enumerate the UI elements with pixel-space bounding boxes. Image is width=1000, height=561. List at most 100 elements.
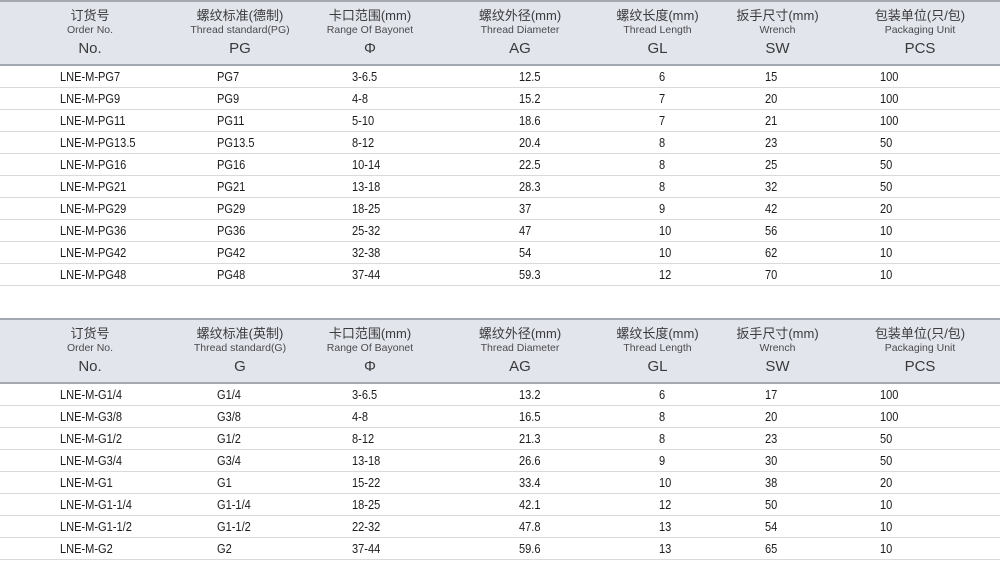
cell-value: 4-8 (352, 409, 368, 424)
cell-value: 47 (519, 223, 532, 238)
cell-thread-diameter: 59.6 (440, 541, 600, 556)
cell-thread-standard: G1/4 (180, 387, 300, 402)
cell-value: 12 (659, 267, 672, 282)
header-label-en: Wrench (759, 342, 796, 354)
cell-bayonet-range: 3-6.5 (300, 387, 440, 402)
header-label-zh: 卡口范围(mm) (328, 8, 412, 23)
col-header-thread-diameter: 螺纹外径(mm) Thread Diameter AG (440, 326, 600, 376)
table-row: LNE-M-PG11 PG11 5-10 18.6 7 21 100 (0, 110, 1000, 132)
cell-thread-standard: G2 (180, 541, 300, 556)
cell-value: 50 (880, 179, 893, 194)
cell-thread-diameter: 59.3 (440, 267, 600, 282)
cell-value: 18-25 (352, 497, 381, 512)
header-code: Φ (364, 40, 376, 57)
col-header-wrench-size: 扳手尺寸(mm) Wrench SW (715, 8, 840, 58)
cell-wrench-size: 38 (715, 475, 840, 490)
header-label-en: Thread Diameter (480, 24, 560, 36)
col-header-bayonet-range: 卡口范围(mm) Range Of Bayonet Φ (300, 326, 440, 376)
cell-value: 5-10 (352, 113, 375, 128)
cell-packaging-unit: 100 (840, 91, 1000, 106)
cell-bayonet-range: 15-22 (300, 475, 440, 490)
header-label-en: Order No. (66, 342, 114, 354)
cell-thread-standard: G1 (180, 475, 300, 490)
cell-packaging-unit: 50 (840, 157, 1000, 172)
cell-value: 10 (659, 223, 672, 238)
cell-bayonet-range: 32-38 (300, 245, 440, 260)
cell-value: G1-1/2 (217, 519, 251, 534)
header-code: No. (78, 358, 102, 375)
cell-bayonet-range: 5-10 (300, 113, 440, 128)
cell-value: LNE-M-G1 (60, 475, 113, 490)
cell-wrench-size: 32 (715, 179, 840, 194)
cell-value: 59.3 (519, 267, 541, 282)
cell-value: 7 (659, 91, 666, 106)
header-label-zh: 螺纹标准(德制) (196, 8, 284, 23)
cell-bayonet-range: 8-12 (300, 135, 440, 150)
cell-thread-diameter: 22.5 (440, 157, 600, 172)
header-label-zh: 包装单位(只/包) (874, 8, 966, 23)
cell-value: 37-44 (352, 267, 381, 282)
cell-value: 70 (765, 267, 778, 282)
cell-value: 23 (765, 135, 778, 150)
header-label-zh: 螺纹外径(mm) (478, 326, 562, 341)
cell-value: 65 (765, 541, 778, 556)
cell-thread-standard: PG7 (180, 69, 300, 84)
cell-value: 15-22 (352, 475, 381, 490)
cell-thread-diameter: 21.3 (440, 431, 600, 446)
cell-thread-standard: PG11 (180, 113, 300, 128)
cell-value: 42 (765, 201, 778, 216)
table-row: LNE-M-G1/4 G1/4 3-6.5 13.2 6 17 100 (0, 384, 1000, 406)
cell-order-no: LNE-M-G1/4 (0, 387, 180, 402)
cell-value: LNE-M-G3/8 (60, 409, 123, 424)
table-row: LNE-M-PG13.5 PG13.5 8-12 20.4 8 23 50 (0, 132, 1000, 154)
cell-packaging-unit: 100 (840, 387, 1000, 402)
cell-value: 21.3 (519, 431, 541, 446)
cell-value: PG36 (217, 223, 246, 238)
header-label-zh: 螺纹外径(mm) (478, 8, 562, 23)
col-header-thread-standard: 螺纹标准(英制) Thread standard(G) G (180, 326, 300, 376)
cell-value: 17 (765, 387, 778, 402)
cell-thread-diameter: 47.8 (440, 519, 600, 534)
cell-value: 4-8 (352, 91, 368, 106)
header-label-zh: 扳手尺寸(mm) (736, 326, 819, 341)
cell-value: 22-32 (352, 519, 381, 534)
header-code: PG (229, 40, 251, 57)
cell-packaging-unit: 10 (840, 497, 1000, 512)
cell-value: 50 (880, 431, 893, 446)
cell-order-no: LNE-M-PG9 (0, 91, 180, 106)
cell-value: 10 (659, 475, 672, 490)
pg-table-body: LNE-M-PG7 PG7 3-6.5 12.5 6 15 100 LNE-M-PG9 PG9 4… (0, 66, 1000, 286)
cell-value: 50 (880, 157, 893, 172)
header-label-en: Order No. (66, 24, 114, 36)
cell-value: 10 (880, 541, 893, 556)
cell-value: PG42 (217, 245, 246, 260)
cell-value: 9 (659, 453, 666, 468)
cell-packaging-unit: 50 (840, 431, 1000, 446)
cell-value: 3-6.5 (352, 69, 378, 84)
cell-thread-diameter: 26.6 (440, 453, 600, 468)
cell-order-no: LNE-M-PG7 (0, 69, 180, 84)
cell-value: 33.4 (519, 475, 541, 490)
cell-value: 10 (880, 245, 893, 260)
cell-packaging-unit: 10 (840, 541, 1000, 556)
cell-value: 8 (659, 409, 666, 424)
cell-thread-length: 10 (600, 475, 715, 490)
col-header-thread-length: 螺纹长度(mm) Thread Length GL (600, 8, 715, 58)
table-row: LNE-M-G1-1/4 G1-1/4 18-25 42.1 12 50 10 (0, 494, 1000, 516)
cell-wrench-size: 21 (715, 113, 840, 128)
col-header-thread-standard: 螺纹标准(德制) Thread standard(PG) PG (180, 8, 300, 58)
cell-value: 20 (880, 475, 893, 490)
cell-value: 62 (765, 245, 778, 260)
cell-order-no: LNE-M-G1-1/4 (0, 497, 180, 512)
cell-wrench-size: 23 (715, 431, 840, 446)
cell-value: LNE-M-PG16 (60, 157, 127, 172)
cell-value: LNE-M-PG36 (60, 223, 127, 238)
cell-bayonet-range: 13-18 (300, 179, 440, 194)
cell-packaging-unit: 50 (840, 453, 1000, 468)
header-code: PCS (904, 40, 936, 57)
cell-packaging-unit: 10 (840, 223, 1000, 238)
cell-value: 28.3 (519, 179, 541, 194)
cell-value: G1/4 (217, 387, 241, 402)
header-label-en: Thread Diameter (480, 342, 560, 354)
cell-value: 50 (765, 497, 778, 512)
